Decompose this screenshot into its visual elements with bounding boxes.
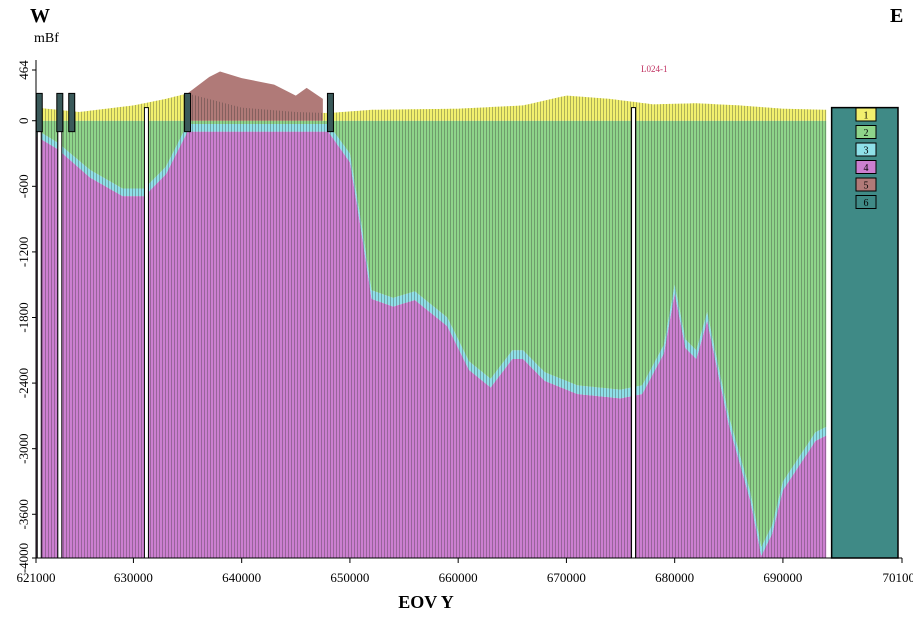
- legend: 1 2 3 4 5 6: [855, 107, 877, 209]
- legend-label: 3: [864, 146, 869, 157]
- well-label: L024-1: [641, 64, 668, 74]
- hatch-overlay: [36, 93, 827, 558]
- x-tick-label: 630000: [114, 570, 153, 585]
- legend-label: 5: [864, 181, 869, 192]
- y-tick-label: -2400: [16, 368, 31, 398]
- legend-label: 1: [864, 111, 869, 122]
- y-tick-label: -3000: [16, 434, 31, 464]
- well-head: [56, 92, 64, 133]
- legend-label: 6: [864, 198, 869, 209]
- x-tick-label: 680000: [655, 570, 694, 585]
- x-tick-label: 660000: [439, 570, 478, 585]
- legend-label: 2: [864, 128, 869, 139]
- legend-swatch: [855, 107, 877, 122]
- well-marker: [36, 107, 42, 559]
- well-marker: [143, 107, 149, 559]
- x-tick-label: 701000: [883, 570, 913, 585]
- axes: 4640-600-1200-1800-2400-3000-3600-400062…: [16, 60, 913, 585]
- y-tick-label: 0: [16, 117, 31, 124]
- well-head: [35, 92, 43, 133]
- legend-swatch: [855, 142, 877, 157]
- y-tick-label: -4000: [16, 543, 31, 573]
- y-tick-label: -3600: [16, 499, 31, 529]
- x-axis-title: EOV Y: [398, 592, 454, 612]
- x-tick-label: 650000: [330, 570, 369, 585]
- legend-label: 4: [864, 163, 869, 174]
- legend-swatch: [855, 160, 877, 174]
- west-label: W: [30, 5, 50, 27]
- legend-swatch: [855, 125, 877, 139]
- hatch-fill: [36, 93, 827, 558]
- y-tick-label: -1800: [16, 302, 31, 332]
- well-head: [68, 92, 76, 133]
- well-head: [326, 92, 334, 133]
- x-tick-label: 670000: [547, 570, 586, 585]
- legend-swatch: [855, 195, 877, 209]
- y-tick-label: -600: [16, 174, 31, 198]
- east-label: E: [890, 5, 903, 27]
- y-tick-label: 464: [16, 60, 31, 80]
- x-tick-label: 690000: [763, 570, 802, 585]
- y-tick-label: -1200: [16, 237, 31, 267]
- x-tick-label: 640000: [222, 570, 261, 585]
- x-tick-label: 621000: [17, 570, 56, 585]
- legend-swatch: [855, 177, 877, 192]
- layer-6-block: [830, 106, 899, 559]
- unit-label: mBf: [34, 31, 59, 46]
- well-marker: [631, 107, 637, 559]
- well-marker: [57, 107, 63, 559]
- well-head: [184, 92, 192, 133]
